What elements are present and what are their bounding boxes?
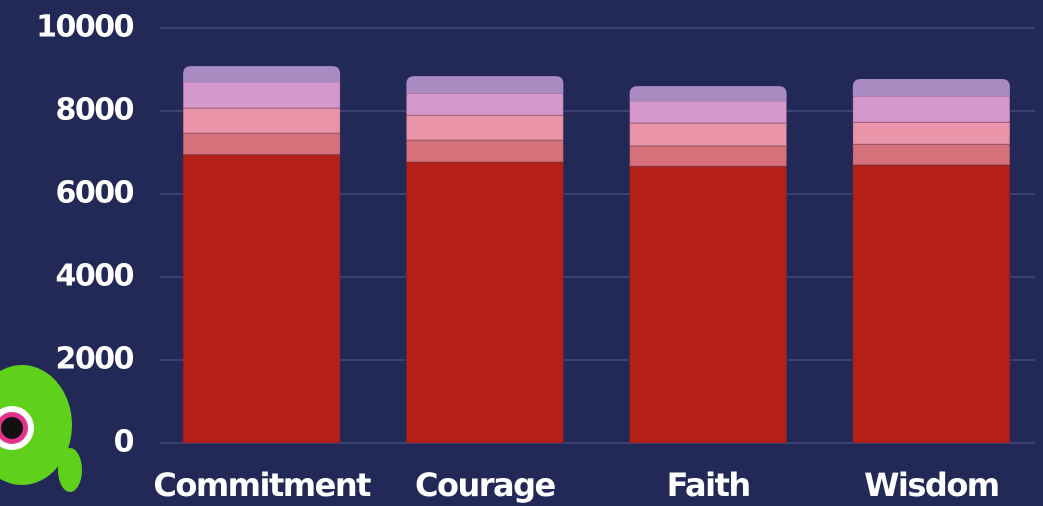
x-tick-label: Commitment <box>153 466 371 504</box>
y-tick-label: 4000 <box>56 259 134 294</box>
mascot-arm <box>58 448 82 492</box>
bar-segment <box>406 76 563 93</box>
y-tick-label: 0 <box>114 425 134 460</box>
bar-segment <box>183 133 340 155</box>
bar-segment <box>630 101 787 123</box>
mascot-pupil <box>1 417 23 439</box>
bar-segment <box>406 93 563 115</box>
x-tick-label: Courage <box>415 466 556 504</box>
x-tick-label: Wisdom <box>864 466 999 504</box>
bar-segment <box>630 86 787 101</box>
bar-segment <box>630 123 787 146</box>
bar-segment <box>406 140 563 162</box>
bar-segment <box>183 82 340 108</box>
bar-segment <box>853 122 1010 144</box>
bar-segment <box>183 66 340 82</box>
y-tick-label: 2000 <box>56 342 134 377</box>
bar-segment <box>630 166 787 443</box>
bar-segment <box>630 146 787 166</box>
y-tick-label: 6000 <box>56 176 134 211</box>
bar-segment <box>853 144 1010 165</box>
page: 0 2000 4000 6000 8000 10000 Commitment Courage… <box>0 0 1043 506</box>
bar-segment <box>183 108 340 133</box>
bar-segment <box>183 155 340 443</box>
x-tick-label: Faith <box>667 466 750 504</box>
y-tick-label: 8000 <box>56 93 134 128</box>
bar-segment <box>406 115 563 140</box>
bar-segment <box>853 96 1010 122</box>
bar-segment <box>853 79 1010 96</box>
bar-segment <box>853 165 1010 443</box>
chart: 0 2000 4000 6000 8000 10000 Commitment Courage… <box>0 0 1043 506</box>
bar-segment <box>406 162 563 443</box>
y-tick-label: 10000 <box>36 10 133 45</box>
